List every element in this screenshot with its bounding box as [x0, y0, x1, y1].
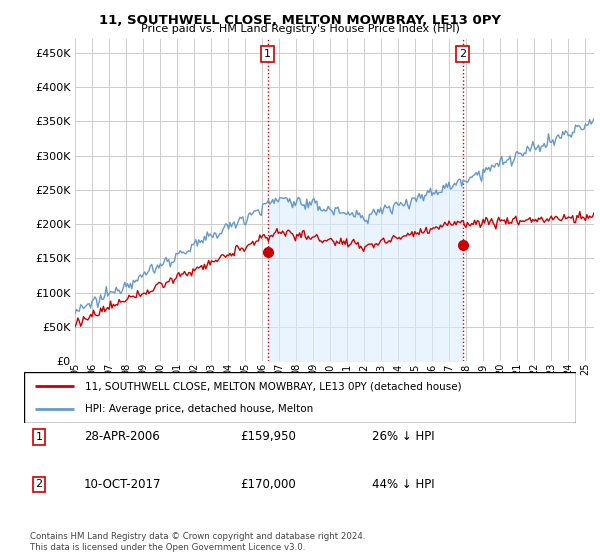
Text: 2: 2	[35, 479, 43, 489]
Text: 1: 1	[264, 49, 271, 59]
Text: 11, SOUTHWELL CLOSE, MELTON MOWBRAY, LE13 0PY (detached house): 11, SOUTHWELL CLOSE, MELTON MOWBRAY, LE1…	[85, 381, 461, 391]
Text: £170,000: £170,000	[240, 478, 296, 491]
Text: HPI: Average price, detached house, Melton: HPI: Average price, detached house, Melt…	[85, 404, 313, 414]
Text: Price paid vs. HM Land Registry's House Price Index (HPI): Price paid vs. HM Land Registry's House …	[140, 24, 460, 34]
Text: 2: 2	[459, 49, 466, 59]
Text: Contains HM Land Registry data © Crown copyright and database right 2024.
This d: Contains HM Land Registry data © Crown c…	[30, 532, 365, 552]
Text: 10-OCT-2017: 10-OCT-2017	[84, 478, 161, 491]
Text: 11, SOUTHWELL CLOSE, MELTON MOWBRAY, LE13 0PY: 11, SOUTHWELL CLOSE, MELTON MOWBRAY, LE1…	[99, 14, 501, 27]
Text: 26% ↓ HPI: 26% ↓ HPI	[372, 430, 434, 444]
Text: 28-APR-2006: 28-APR-2006	[84, 430, 160, 444]
Text: £159,950: £159,950	[240, 430, 296, 444]
Text: 44% ↓ HPI: 44% ↓ HPI	[372, 478, 434, 491]
Text: 1: 1	[35, 432, 43, 442]
